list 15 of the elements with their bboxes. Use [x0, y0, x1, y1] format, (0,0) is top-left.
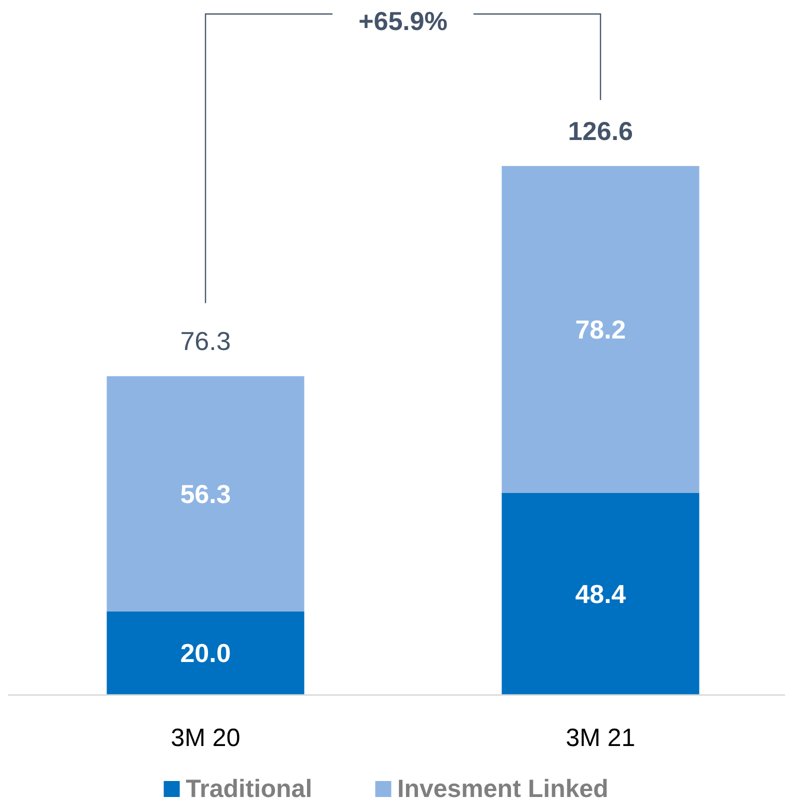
data-label: 20.0: [180, 638, 231, 668]
legend-label: Invesment Linked: [397, 775, 608, 803]
data-label: 48.4: [575, 578, 626, 609]
bar: [502, 166, 700, 493]
bar: [502, 492, 700, 695]
data-label: 56.3: [180, 478, 231, 509]
x-tick-label: 3M 20: [170, 724, 240, 752]
text: +65.9%: [358, 6, 448, 36]
bar: [106, 376, 304, 612]
x-tick-label: 3M 21: [566, 724, 636, 752]
data-label: 78.2: [575, 314, 626, 344]
total-label: 76.3: [180, 326, 231, 356]
legend-label: Traditional: [186, 775, 312, 803]
bar: [106, 611, 304, 695]
total-label: 126.6: [568, 116, 634, 146]
